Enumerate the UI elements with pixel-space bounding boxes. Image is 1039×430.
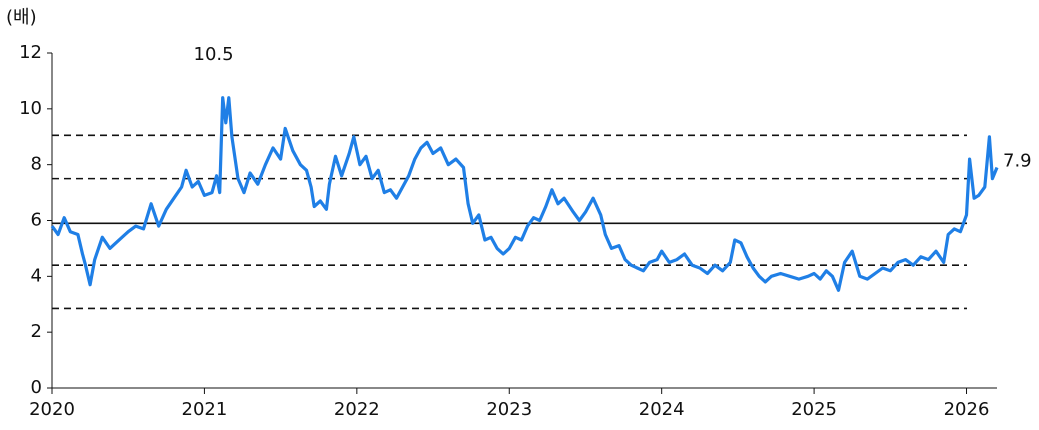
- y-tick-label: 10: [19, 98, 42, 119]
- y-tick-label: 6: [31, 210, 42, 231]
- y-tick-label: 12: [19, 42, 42, 63]
- y-axis-label: (배): [6, 7, 37, 28]
- y-tick-label: 8: [31, 154, 42, 175]
- y-tick-label: 2: [31, 321, 42, 342]
- x-tick-label: 2025: [791, 399, 837, 420]
- x-tick-label: 2022: [334, 399, 380, 420]
- y-tick-label: 4: [31, 265, 42, 286]
- x-tick-label: 2020: [29, 399, 75, 420]
- x-tick-label: 2024: [639, 399, 685, 420]
- annotation: 10.5: [194, 44, 234, 65]
- x-tick-label: 2026: [944, 399, 990, 420]
- x-tick-label: 2023: [486, 399, 532, 420]
- annotation: 7.9: [1003, 150, 1032, 171]
- x-tick-label: 2021: [182, 399, 228, 420]
- y-tick-label: 0: [31, 377, 42, 398]
- series-line: [50, 96, 999, 292]
